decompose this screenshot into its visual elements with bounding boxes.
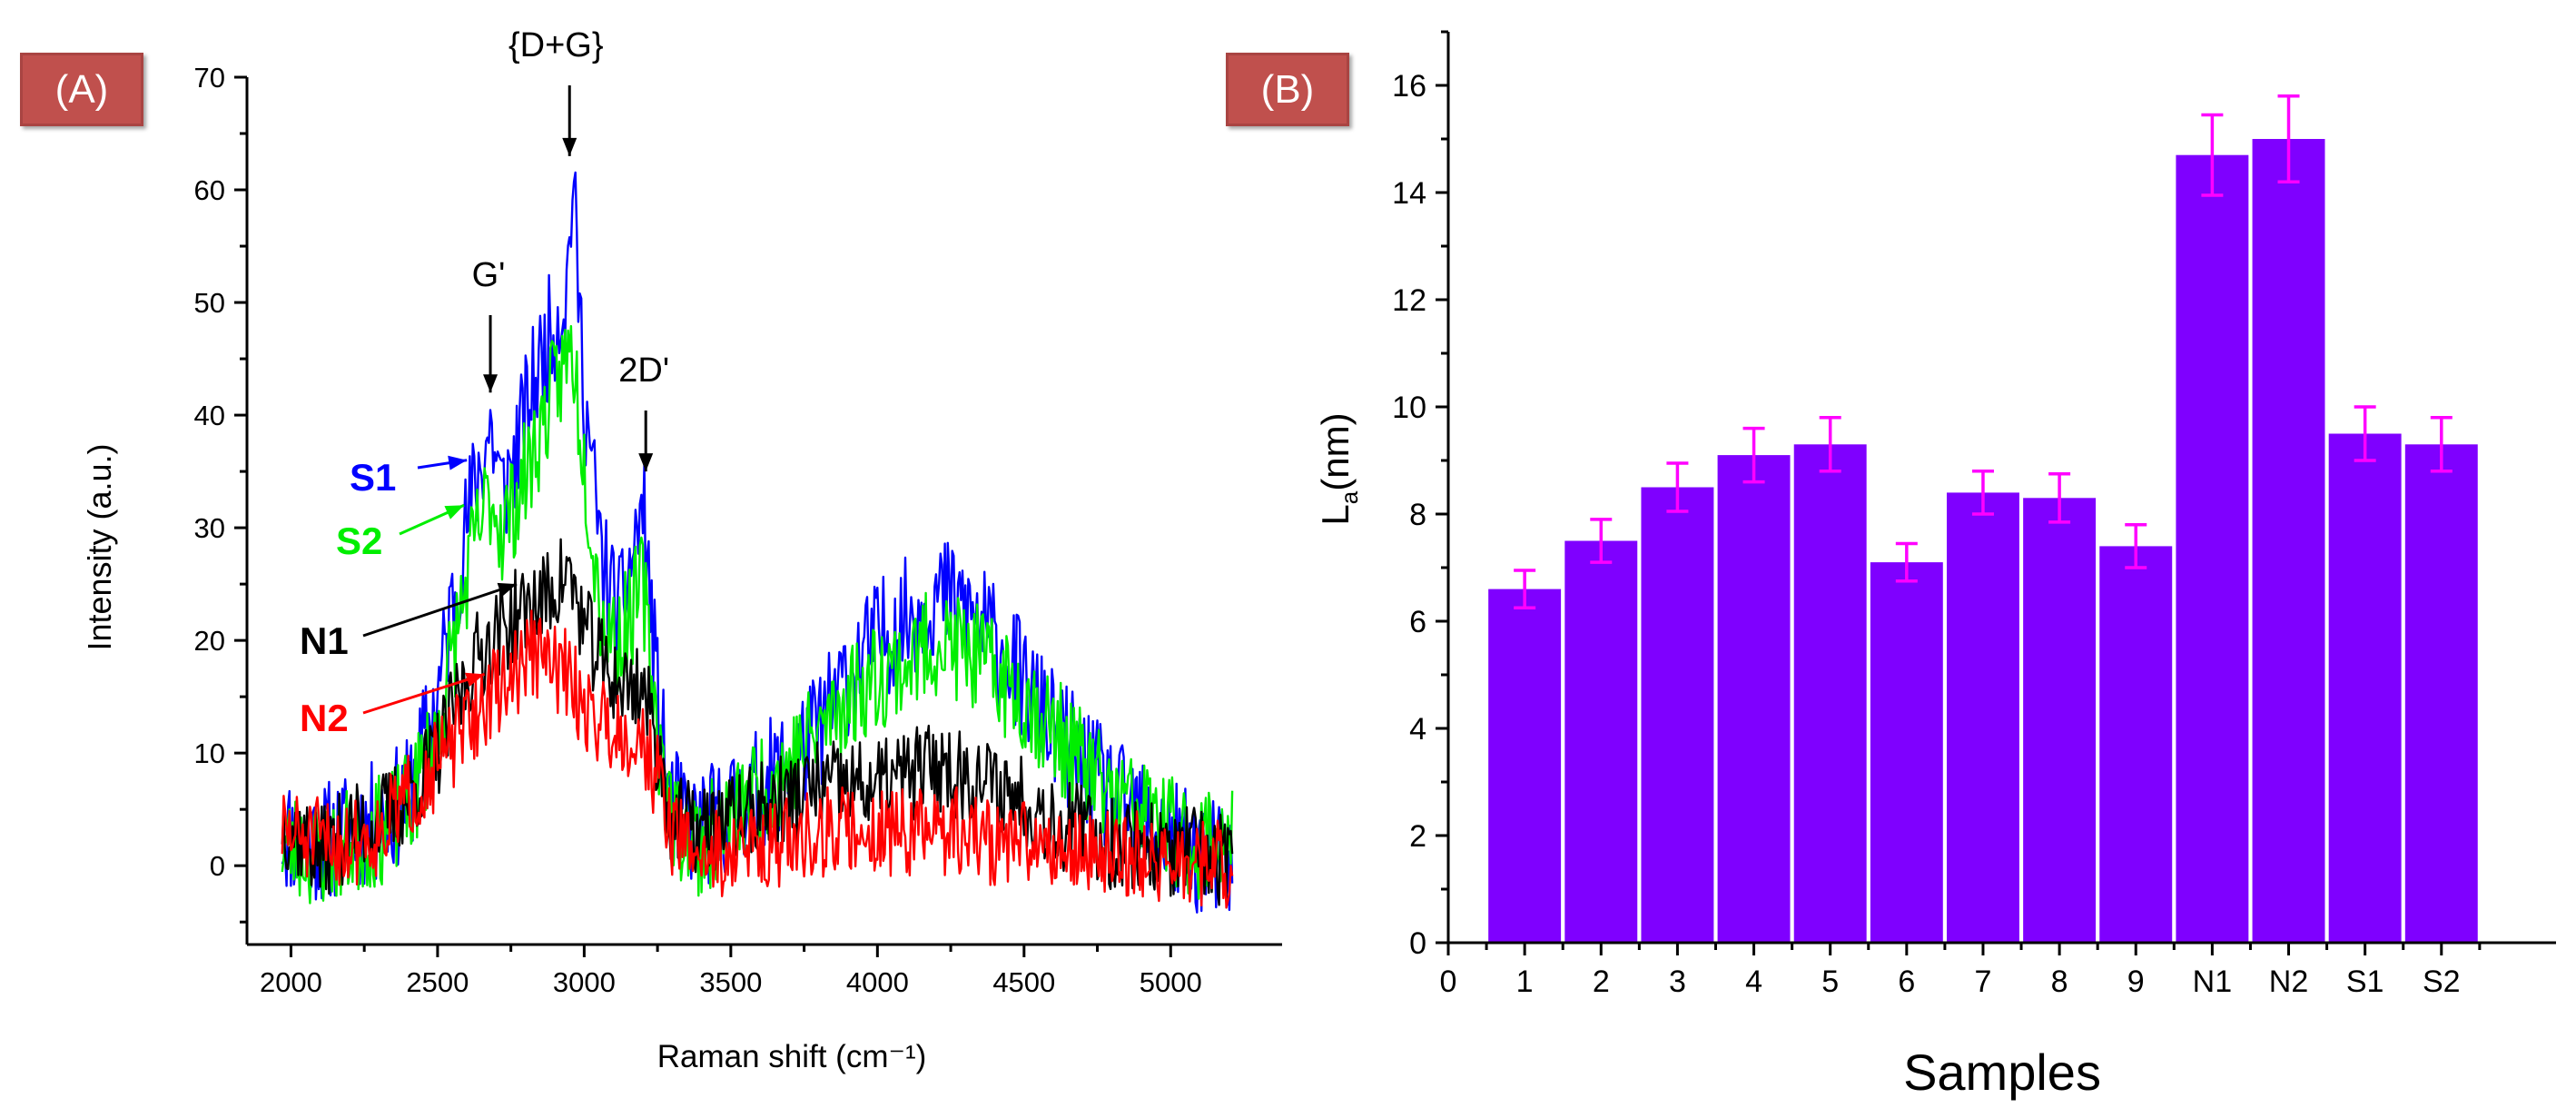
x-tick-label: 1: [1516, 965, 1534, 999]
x-tick-label: N1: [2193, 965, 2232, 999]
x-tick-label: 2500: [406, 966, 469, 998]
x-axis-title: Raman shift (cm⁻¹): [657, 1039, 927, 1074]
x-tick-label: 4500: [992, 966, 1055, 998]
x-tick-label: 7: [1975, 965, 1992, 999]
bar-6: [1870, 562, 1943, 943]
x-tick-label: 2: [1593, 965, 1610, 999]
x-tick-label: S2: [2423, 965, 2461, 999]
peak-label: G': [472, 256, 506, 294]
y-tick-label: 40: [194, 400, 225, 431]
bar-5: [1793, 444, 1867, 943]
bar-n2: [2252, 139, 2325, 943]
y-tick-label: 0: [1409, 926, 1426, 961]
peak-label: {D+G}: [508, 26, 604, 64]
y-tick-label: 8: [1409, 498, 1426, 532]
peak-arrow-head: [562, 137, 577, 156]
y-axis-title-main: L: [1314, 504, 1357, 525]
y-axis-title-subscript: a: [1336, 490, 1363, 504]
x-tick-label: 9: [2127, 965, 2145, 999]
x-tick-label: 8: [2051, 965, 2068, 999]
x-tick-label: 4000: [846, 966, 909, 998]
raman-spectra-chart: 2000 2500 3000 3500 4000 4500 5000 0 10 20 30 40 50 6…: [81, 26, 1282, 1074]
x-axis-title: Samples: [1903, 1044, 2101, 1101]
x-tick-label: 4: [1745, 965, 1762, 999]
bar-n1: [2176, 154, 2249, 943]
series-label-n2: N2: [300, 697, 349, 739]
panel-b-badge: (B): [1226, 53, 1349, 126]
y-tick-label: 12: [1392, 283, 1426, 318]
y-tick-label: 60: [194, 174, 225, 206]
y-tick-label: 16: [1392, 69, 1426, 104]
peak-label: 2D': [618, 351, 669, 390]
bar-3: [1641, 487, 1714, 943]
y-axis-title: La(nm): [1314, 412, 1363, 525]
series-arrow-s1-head: [448, 455, 468, 470]
y-axis-title-unit: (nm): [1314, 412, 1357, 490]
spectrum-line-n2: [281, 609, 1234, 909]
x-tick-label: 0: [1440, 965, 1457, 999]
series-arrow-n2-shaft: [362, 672, 486, 715]
panel-a-label: (A): [54, 67, 109, 112]
series-arrow-n2-head: [465, 672, 485, 688]
panel-b-label: (B): [1260, 67, 1315, 112]
x-tick-label: 3: [1669, 965, 1686, 999]
x-tick-label: 5: [1821, 965, 1839, 999]
y-tick-label: 6: [1409, 605, 1426, 639]
y-tick-label: 50: [194, 287, 225, 319]
x-tick-label: S1: [2346, 965, 2384, 999]
bar-s2: [2404, 444, 2478, 943]
x-tick-label: N2: [2269, 965, 2308, 999]
y-tick-label: 10: [194, 737, 225, 769]
y-tick-label: 20: [194, 625, 225, 657]
bar-4: [1717, 455, 1791, 944]
series-arrow-n1-shaft: [362, 582, 518, 638]
y-tick-label: 0: [210, 850, 225, 882]
series-arrow-n1-head: [497, 582, 518, 598]
x-tick-label: 5000: [1140, 966, 1202, 998]
x-tick-label: 6: [1898, 965, 1915, 999]
y-tick-label: 14: [1392, 176, 1426, 211]
bar-7: [1947, 492, 2019, 943]
y-tick-label: 30: [194, 512, 225, 544]
series-label-n1: N1: [300, 619, 349, 662]
series-label-s2: S2: [336, 519, 382, 562]
y-tick-label: 2: [1409, 819, 1426, 854]
bar-s1: [2328, 433, 2402, 943]
x-tick-label: 3000: [553, 966, 616, 998]
y-tick-label: 4: [1409, 712, 1426, 747]
y-tick-label: 70: [194, 62, 225, 94]
bar-2: [1564, 540, 1638, 943]
bar-9: [2099, 546, 2173, 943]
x-tick-label: 3500: [699, 966, 762, 998]
bar-8: [2023, 498, 2097, 943]
series-arrow-s2-head: [444, 505, 464, 519]
bar-1: [1488, 589, 1562, 943]
peak-arrow-head: [483, 374, 498, 393]
panel-a-badge: (A): [20, 53, 143, 126]
y-tick-label: 10: [1392, 391, 1426, 425]
y-axis-title: Intensity (a.u.): [81, 443, 118, 650]
peak-arrow-head: [638, 453, 654, 472]
series-label-s1: S1: [350, 456, 396, 499]
x-tick-label: 2000: [260, 966, 322, 998]
